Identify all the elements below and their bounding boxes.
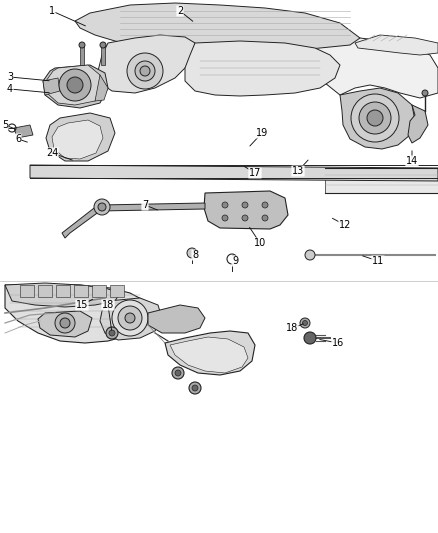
Circle shape <box>351 94 399 142</box>
Polygon shape <box>52 120 103 159</box>
Polygon shape <box>75 3 360 53</box>
Circle shape <box>60 318 70 328</box>
Text: 6: 6 <box>15 134 21 144</box>
Polygon shape <box>148 305 205 333</box>
Text: 14: 14 <box>406 156 418 166</box>
Circle shape <box>262 215 268 221</box>
Polygon shape <box>165 331 255 375</box>
Circle shape <box>422 90 428 96</box>
Polygon shape <box>408 105 428 143</box>
Polygon shape <box>100 203 205 211</box>
Polygon shape <box>43 65 108 108</box>
Circle shape <box>262 202 268 208</box>
Circle shape <box>118 306 142 330</box>
Text: 11: 11 <box>372 256 384 266</box>
Polygon shape <box>46 65 102 105</box>
Circle shape <box>187 248 197 258</box>
Circle shape <box>67 77 83 93</box>
Polygon shape <box>62 205 100 238</box>
Circle shape <box>303 320 307 326</box>
Polygon shape <box>38 285 52 297</box>
Polygon shape <box>325 168 438 193</box>
Polygon shape <box>98 35 195 93</box>
Polygon shape <box>56 285 70 297</box>
Polygon shape <box>14 125 33 138</box>
Text: 7: 7 <box>142 200 148 210</box>
Polygon shape <box>74 285 88 297</box>
Circle shape <box>242 215 248 221</box>
Polygon shape <box>310 38 438 98</box>
Text: 17: 17 <box>249 168 261 178</box>
Circle shape <box>59 69 91 101</box>
Polygon shape <box>80 45 84 65</box>
Text: 15: 15 <box>76 300 88 310</box>
Circle shape <box>106 327 118 339</box>
Text: 19: 19 <box>256 128 268 138</box>
Circle shape <box>304 332 316 344</box>
Circle shape <box>79 42 85 48</box>
Polygon shape <box>204 191 288 229</box>
Polygon shape <box>20 285 34 297</box>
Polygon shape <box>355 35 438 55</box>
Polygon shape <box>38 311 92 337</box>
Polygon shape <box>46 113 115 161</box>
Circle shape <box>242 202 248 208</box>
Circle shape <box>367 110 383 126</box>
Circle shape <box>175 370 181 376</box>
Circle shape <box>135 61 155 81</box>
Text: 13: 13 <box>292 166 304 176</box>
Circle shape <box>100 42 106 48</box>
Text: 3: 3 <box>7 72 13 82</box>
Circle shape <box>125 313 135 323</box>
Text: 16: 16 <box>332 338 344 348</box>
Text: 1: 1 <box>49 6 55 16</box>
Circle shape <box>98 203 106 211</box>
Circle shape <box>300 318 310 328</box>
Text: 8: 8 <box>192 250 198 260</box>
Polygon shape <box>110 285 124 297</box>
Circle shape <box>305 250 315 260</box>
Text: 5: 5 <box>2 120 8 130</box>
Circle shape <box>94 199 110 215</box>
Circle shape <box>359 102 391 134</box>
Polygon shape <box>185 41 340 96</box>
Circle shape <box>109 330 115 336</box>
Circle shape <box>127 53 163 89</box>
Polygon shape <box>340 88 415 149</box>
Polygon shape <box>5 285 150 343</box>
Text: 2: 2 <box>177 6 183 16</box>
Polygon shape <box>101 45 105 65</box>
Circle shape <box>112 300 148 336</box>
Text: 24: 24 <box>46 148 58 158</box>
Polygon shape <box>43 78 60 95</box>
Polygon shape <box>95 75 108 101</box>
Text: 9: 9 <box>232 256 238 266</box>
Polygon shape <box>5 283 120 307</box>
Circle shape <box>222 202 228 208</box>
Text: 18: 18 <box>286 323 298 333</box>
Polygon shape <box>170 337 248 373</box>
Circle shape <box>140 66 150 76</box>
Text: 12: 12 <box>339 220 351 230</box>
Polygon shape <box>30 165 438 181</box>
Text: 18: 18 <box>102 300 114 310</box>
Circle shape <box>222 215 228 221</box>
Circle shape <box>189 382 201 394</box>
Polygon shape <box>100 298 162 340</box>
Text: 4: 4 <box>7 84 13 94</box>
Circle shape <box>55 313 75 333</box>
Text: 10: 10 <box>254 238 266 248</box>
Circle shape <box>172 367 184 379</box>
Circle shape <box>192 385 198 391</box>
Polygon shape <box>92 285 106 297</box>
